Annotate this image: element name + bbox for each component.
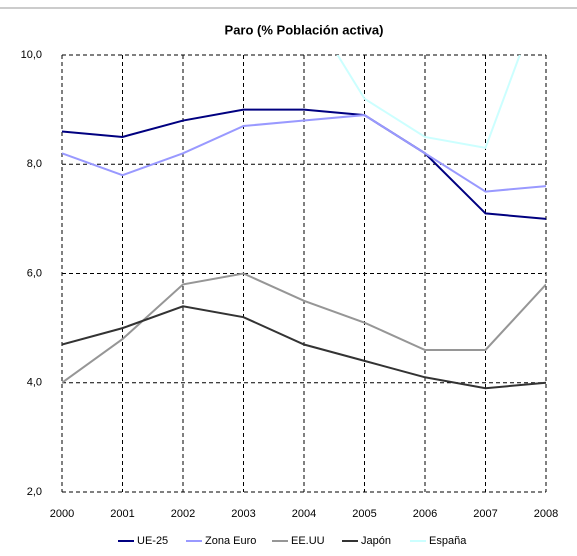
x-tick-label: 2007 bbox=[473, 508, 497, 520]
x-tick-label: 2005 bbox=[352, 508, 376, 520]
series-line bbox=[62, 114, 546, 193]
legend-label: Japón bbox=[361, 535, 391, 547]
x-tick-label: 2008 bbox=[534, 508, 558, 520]
y-tick-label: 8,0 bbox=[27, 158, 42, 170]
series-line bbox=[336, 55, 521, 149]
x-tick-label: 2001 bbox=[110, 508, 134, 520]
y-tick-label: 2,0 bbox=[27, 486, 42, 498]
chart-title: Paro (% Población activa) bbox=[225, 22, 384, 37]
x-tick-label: 2006 bbox=[413, 508, 437, 520]
x-tick-label: 2003 bbox=[231, 508, 255, 520]
legend-label: UE-25 bbox=[137, 535, 168, 547]
plot-lines bbox=[62, 55, 546, 390]
y-tick-label: 4,0 bbox=[27, 377, 42, 389]
y-tick-label: 10,0 bbox=[21, 49, 42, 61]
legend-label: Zona Euro bbox=[205, 535, 256, 547]
x-tick-label: 2004 bbox=[292, 508, 316, 520]
series-line bbox=[62, 108, 546, 220]
x-tick-label: 2000 bbox=[50, 508, 74, 520]
legend-label: EE.UU bbox=[291, 535, 325, 547]
y-tick-label: 6,0 bbox=[27, 267, 42, 279]
x-tick-label: 2002 bbox=[171, 508, 195, 520]
legend-label: España bbox=[429, 535, 467, 547]
series-line bbox=[62, 305, 546, 390]
